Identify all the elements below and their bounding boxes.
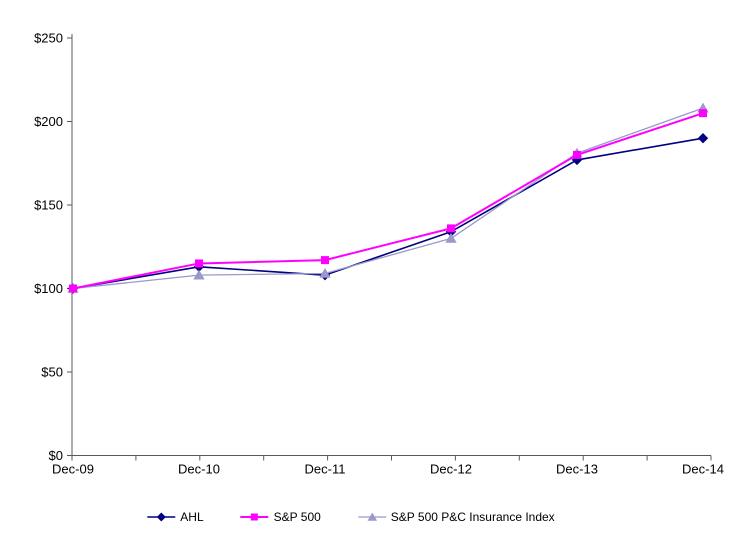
- y-tick-label: $0: [49, 448, 63, 463]
- x-tick-label: Dec-12: [430, 462, 472, 477]
- legend-label-ahl: AHL: [180, 510, 204, 524]
- series-s-p-500-marker: [447, 224, 455, 233]
- y-tick-label: $250: [34, 31, 63, 46]
- legend-item-s-p-500-p-c-insurance-index: S&P 500 P&C Insurance Index: [357, 511, 555, 523]
- legend-swatch-ahl-icon: [147, 512, 176, 522]
- legend-item-ahl: AHL: [146, 510, 204, 524]
- series-s-p-500-marker: [195, 259, 203, 268]
- series-s-p-500-p-c-insurance-index-marker: [319, 267, 331, 278]
- y-tick-label: $100: [34, 281, 63, 296]
- x-tick-label: Dec-10: [178, 462, 220, 477]
- series-s-p-500-p-c-insurance-index-line: [72, 107, 704, 290]
- x-tick-label: Dec-13: [556, 462, 598, 477]
- legend-swatch-s-p-500-icon: [240, 513, 269, 521]
- legend-swatch-s-p-500-p-c-insurance-index-icon: [357, 512, 386, 521]
- x-tick-label: Dec-14: [682, 462, 724, 477]
- x-tick-label: Dec-11: [305, 462, 346, 477]
- chart-legend: AHL S&P 500 S&P 500 P&C Insurance Index: [146, 510, 555, 524]
- series-s-p-500-marker: [699, 109, 707, 118]
- x-tick-label: Dec-09: [52, 462, 94, 477]
- legend-item-s-p-500: S&P 500: [240, 511, 321, 523]
- series-s-p-500-line: [72, 112, 704, 290]
- legend-label-s-p-500: S&P 500: [273, 510, 321, 524]
- y-tick-label: $150: [34, 198, 63, 213]
- series-s-p-500-marker: [573, 150, 581, 159]
- series-ahl-line: [72, 137, 704, 290]
- legend-label-s-p-500-p-c-insurance-index: S&P 500 P&C Insurance Index: [390, 510, 555, 524]
- y-tick-label: $50: [41, 365, 63, 380]
- series-s-p-500-marker: [321, 256, 329, 265]
- series-s-p-500-p-c-insurance-index-marker: [445, 232, 457, 243]
- series-ahl-marker: [697, 132, 709, 144]
- y-tick-label: $200: [34, 114, 63, 129]
- series-s-p-500-p-c-insurance-index-marker: [193, 269, 205, 280]
- series-s-p-500-marker: [69, 284, 77, 293]
